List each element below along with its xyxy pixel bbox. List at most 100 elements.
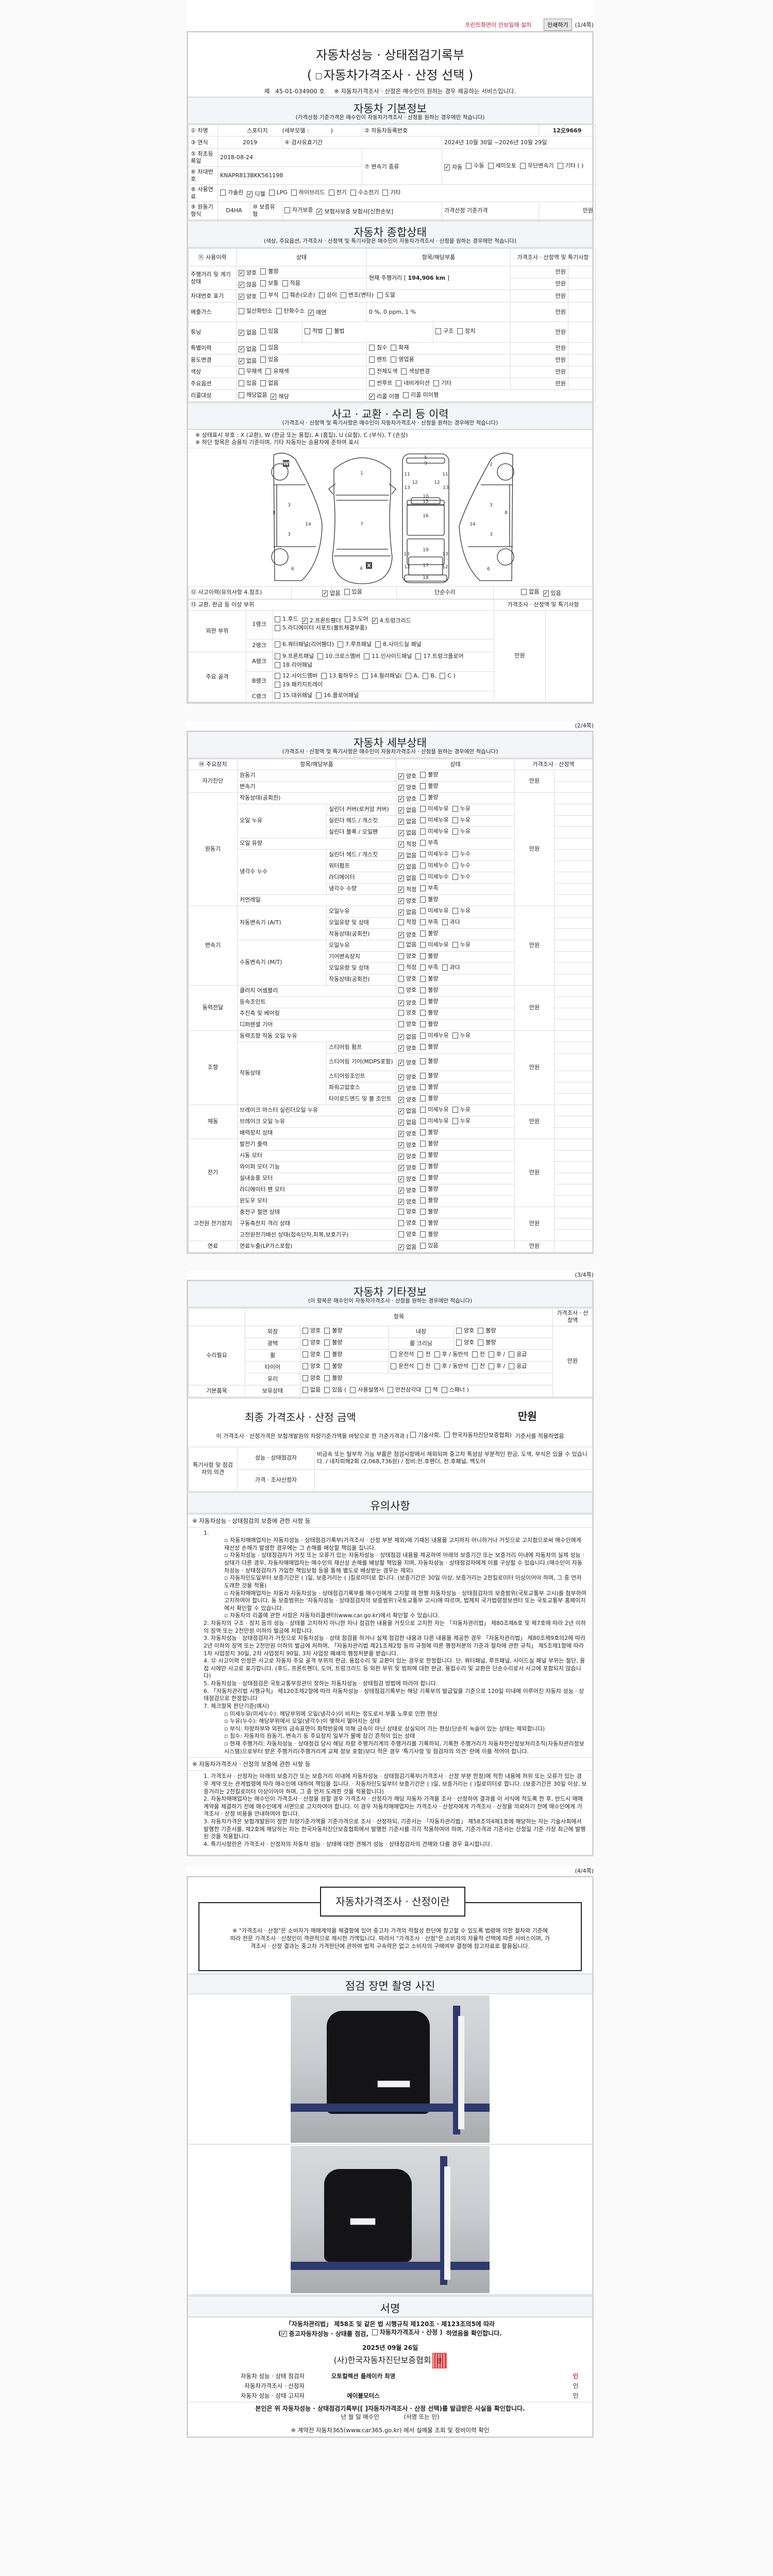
checkbox-icon[interactable]: [275, 641, 280, 648]
checkbox-option[interactable]: 불량: [420, 1231, 439, 1238]
checkbox-option[interactable]: 불량: [420, 1163, 439, 1170]
checkbox-option[interactable]: 양호: [398, 975, 416, 982]
checkbox-option[interactable]: ✓ 많음: [239, 281, 257, 289]
checkbox-icon[interactable]: [452, 862, 458, 869]
print-button[interactable]: 인쇄하기: [544, 19, 572, 31]
checkbox-option[interactable]: 양호: [303, 1351, 321, 1358]
checkbox-icon[interactable]: [444, 1431, 450, 1438]
checked-checkbox-icon[interactable]: ✓: [543, 589, 549, 597]
checked-checkbox-icon[interactable]: ✓: [239, 269, 244, 276]
checkbox-icon[interactable]: [420, 1083, 426, 1090]
checkbox-icon[interactable]: [433, 380, 439, 386]
checked-checkbox-icon[interactable]: ✓: [398, 1096, 404, 1103]
checkbox-option[interactable]: 잭: [425, 1386, 438, 1394]
checkbox-icon[interactable]: [452, 1032, 458, 1039]
checkbox-option[interactable]: ✓ 없음: [398, 909, 416, 916]
print-install-link[interactable]: 프린트화면이 안보일때 설치: [465, 22, 532, 28]
checkbox-icon[interactable]: [372, 2329, 378, 2335]
checkbox-icon[interactable]: [440, 673, 446, 680]
checkbox-option[interactable]: 불량: [420, 896, 439, 903]
checkbox-icon[interactable]: [420, 1043, 426, 1050]
checkbox-option[interactable]: 양호: [303, 1375, 321, 1382]
checkbox-icon[interactable]: [420, 930, 426, 937]
checkbox-option[interactable]: 부족: [420, 919, 439, 926]
checkbox-option[interactable]: 영업용: [391, 356, 414, 363]
checkbox-icon[interactable]: [398, 1219, 404, 1226]
checkbox-option[interactable]: ✓ 양호: [239, 293, 257, 300]
checkbox-icon[interactable]: [275, 673, 280, 680]
checked-checkbox-icon[interactable]: ✓: [398, 1164, 404, 1171]
checkbox-icon[interactable]: [260, 344, 266, 351]
checkbox-option[interactable]: ✓ 양호: [239, 269, 257, 277]
checkbox-icon[interactable]: [521, 588, 527, 595]
checkbox-icon[interactable]: [382, 189, 389, 196]
checkbox-option[interactable]: 7.루프패널: [338, 641, 372, 648]
checkbox-option[interactable]: 없음: [260, 380, 279, 387]
checkbox-icon[interactable]: [398, 975, 404, 982]
checkbox-option[interactable]: 불량: [324, 1363, 343, 1370]
checkbox-option[interactable]: 리콜 미이행: [402, 392, 439, 399]
checkbox-icon[interactable]: [260, 268, 266, 275]
checkbox-icon[interactable]: [398, 964, 404, 971]
checkbox-option[interactable]: 불량: [420, 1174, 439, 1181]
checkbox-option[interactable]: 누유: [452, 817, 470, 824]
checkbox-icon[interactable]: [324, 1387, 330, 1394]
checkbox-option[interactable]: ✓ 없음: [398, 807, 416, 814]
checkbox-option[interactable]: 부식: [260, 292, 279, 299]
checkbox-option[interactable]: ✓ 중고자동차성능 · 상태를 점검,: [281, 2330, 368, 2338]
checked-checkbox-icon[interactable]: ✓: [398, 931, 404, 938]
checkbox-option[interactable]: 전: [472, 1363, 485, 1370]
checkbox-icon[interactable]: [324, 1375, 330, 1382]
checkbox-option[interactable]: 없음: [521, 588, 540, 596]
checkbox-option[interactable]: 미세누유: [420, 1032, 449, 1039]
checkbox-option[interactable]: ✓ 없음: [239, 358, 257, 365]
checkbox-icon[interactable]: [420, 987, 426, 993]
checkbox-option[interactable]: 양호: [398, 1009, 416, 1016]
checkbox-option[interactable]: 운전석: [391, 1351, 414, 1358]
checkbox-icon[interactable]: [452, 941, 458, 948]
checked-checkbox-icon[interactable]: ✓: [239, 357, 244, 364]
checkbox-icon[interactable]: [441, 1387, 447, 1394]
checkbox-option[interactable]: ✓ 양호: [398, 1142, 416, 1149]
checkbox-option[interactable]: 불법: [326, 328, 345, 335]
checked-checkbox-icon[interactable]: ✓: [239, 329, 244, 336]
checkbox-icon[interactable]: [398, 987, 404, 993]
checkbox-icon[interactable]: [398, 941, 404, 948]
checkbox-option[interactable]: 불량: [420, 1219, 439, 1227]
checkbox-option[interactable]: ✓ 양호: [398, 1198, 416, 1206]
checkbox-option[interactable]: 장치: [457, 328, 476, 335]
checkbox-icon[interactable]: [472, 1351, 478, 1358]
checkbox-option[interactable]: 적정: [398, 964, 416, 971]
checkbox-option[interactable]: 15.대쉬패널: [275, 692, 312, 699]
checked-checkbox-icon[interactable]: ✓: [398, 863, 404, 870]
checkbox-icon[interactable]: [391, 356, 397, 363]
checkbox-icon[interactable]: [420, 953, 426, 959]
checked-checkbox-icon[interactable]: ✓: [398, 1073, 404, 1080]
checkbox-icon[interactable]: [328, 189, 334, 196]
checkbox-icon[interactable]: [456, 1340, 462, 1346]
checkbox-icon[interactable]: [420, 919, 426, 925]
checkbox-option[interactable]: 없음: [303, 1386, 321, 1394]
checkbox-icon[interactable]: [275, 681, 280, 688]
checkbox-icon[interactable]: [420, 851, 426, 857]
checkbox-icon[interactable]: [303, 1363, 308, 1370]
checked-checkbox-icon[interactable]: ✓: [398, 999, 404, 1006]
checkbox-option[interactable]: 변조(변타): [340, 292, 374, 299]
checkbox-icon[interactable]: [350, 1387, 356, 1394]
checkbox-option[interactable]: 누유: [452, 1106, 470, 1113]
checkbox-icon[interactable]: [303, 1387, 308, 1394]
checkbox-icon[interactable]: [420, 1174, 426, 1181]
checkbox-icon[interactable]: [284, 207, 290, 213]
checkbox-option[interactable]: 수소전기: [350, 189, 379, 196]
checkbox-option[interactable]: 적법: [305, 328, 323, 335]
checkbox-icon[interactable]: [420, 964, 426, 971]
checkbox-option[interactable]: ✓ 없음: [398, 852, 416, 859]
checkbox-icon[interactable]: [387, 1387, 393, 1394]
checkbox-icon[interactable]: [420, 839, 426, 846]
checkbox-option[interactable]: 후 /: [488, 1351, 505, 1358]
checkbox-option[interactable]: 16.플로어패널: [315, 692, 359, 699]
checkbox-option[interactable]: 14.필러패널(: [362, 672, 402, 680]
checkbox-icon[interactable]: [324, 1328, 330, 1334]
checkbox-option[interactable]: 불량: [420, 1095, 439, 1102]
checkbox-option[interactable]: 있음: [260, 344, 279, 351]
